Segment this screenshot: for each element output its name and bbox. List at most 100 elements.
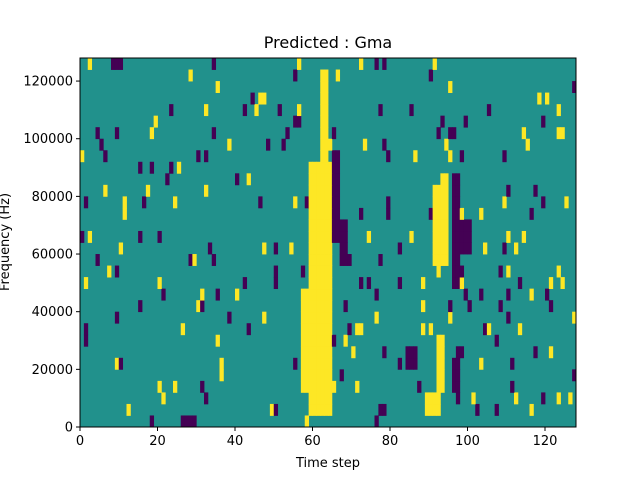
heatmap-cell [328,288,333,301]
heatmap-cell [335,196,341,209]
heatmap-cell [297,104,302,117]
heatmap-cell [328,311,333,324]
y-tick-label: 120000 [23,75,73,90]
heatmap-cell [452,127,457,140]
heatmap-cell [169,104,174,117]
heatmap-cell [316,323,321,336]
heatmap-cell [114,311,120,324]
heatmap-cell [452,242,457,255]
heatmap-cell [335,219,341,232]
heatmap-cell [502,242,507,255]
heatmap-cell [153,115,158,128]
heatmap-cell [436,357,441,370]
heatmap-cell [157,380,162,393]
heatmap-cell [242,277,248,290]
heatmap-cell [386,207,391,220]
heatmap-cell [366,277,372,290]
heatmap-cell [324,323,329,336]
y-tick-label: 40000 [32,305,73,320]
heatmap-cell [455,392,461,405]
heatmap-cell [300,369,306,382]
heatmap-cell [188,69,193,82]
heatmap-cell [87,58,93,70]
heatmap-cell [316,300,321,313]
heatmap-cell [533,184,538,197]
heatmap-cell [320,265,325,278]
heatmap-cell [328,230,333,243]
heatmap-cell [316,173,321,186]
heatmap-cell [300,311,306,324]
heatmap-cell [126,403,131,416]
heatmap-cell [529,288,534,301]
heatmap-cell [308,300,313,313]
heatmap-cell [452,369,457,382]
heatmap-cell [463,219,468,232]
heatmap-cell [328,207,333,220]
heatmap-cell [324,207,329,220]
heatmap-cell [452,196,457,209]
heatmap-cell [308,369,313,382]
heatmap-cell [114,357,120,370]
heatmap-cell [448,127,453,140]
heatmap-cell [308,380,313,393]
heatmap-cell [157,230,162,243]
heatmap-cell [320,369,325,382]
heatmap-cell [498,300,503,313]
heatmap-cell [324,288,329,301]
heatmap-cell [568,392,573,405]
heatmap-cell [161,288,166,301]
y-tick-label: 0 [65,421,73,436]
heatmap-cell [308,207,313,220]
heatmap-cell [316,369,321,382]
heatmap-cell [455,369,461,382]
heatmap-cell [320,207,325,220]
heatmap-cell [351,346,356,359]
heatmap-cell [142,196,147,209]
heatmap-cell [328,219,333,232]
heatmap-cell [211,58,217,70]
heatmap-cell [475,403,480,416]
heatmap-cell [320,334,325,347]
heatmap-cell [320,277,325,290]
heatmap-cell [537,92,542,105]
heatmap-cell [324,150,329,163]
heatmap-cell [428,323,434,336]
heatmap-cell [436,127,441,140]
heatmap-cell [517,277,523,290]
heatmap-cell [324,230,329,243]
heatmap-cell [331,334,337,347]
heatmap-cell [440,380,445,393]
heatmap-cell [328,380,333,393]
heatmap-cell [339,219,344,232]
heatmap-cell [382,346,387,359]
x-tick-label: 80 [382,434,399,449]
heatmap-cell [517,323,523,336]
heatmap-cell [80,230,85,243]
heatmap-cell [448,150,453,163]
heatmap-cell [452,277,457,290]
heatmap-cell [331,184,337,197]
heatmap-cell [331,219,337,232]
heatmap-cell [316,161,321,174]
heatmap-cell [440,115,445,128]
heatmap-cell [273,265,279,278]
heatmap-cell [87,230,93,243]
x-tick-label: 20 [149,434,166,449]
heatmap-cell [250,92,255,105]
heatmap-cell [328,254,333,266]
heatmap-cell [320,81,325,93]
heatmap-cell [304,369,310,382]
heatmap-cell [440,369,445,382]
heatmap-cell [320,300,325,313]
heatmap-cell [324,92,329,105]
heatmap-cell [114,265,120,278]
heatmap-cell [452,254,457,266]
heatmap-cell [118,357,124,370]
heatmap-cell [324,369,329,382]
heatmap-cell [339,254,344,266]
heatmap-cell [308,323,313,336]
heatmap-cell [506,230,511,243]
heatmap-cell [382,403,387,416]
heatmap-cell [320,150,325,163]
heatmap-cell [254,104,259,117]
